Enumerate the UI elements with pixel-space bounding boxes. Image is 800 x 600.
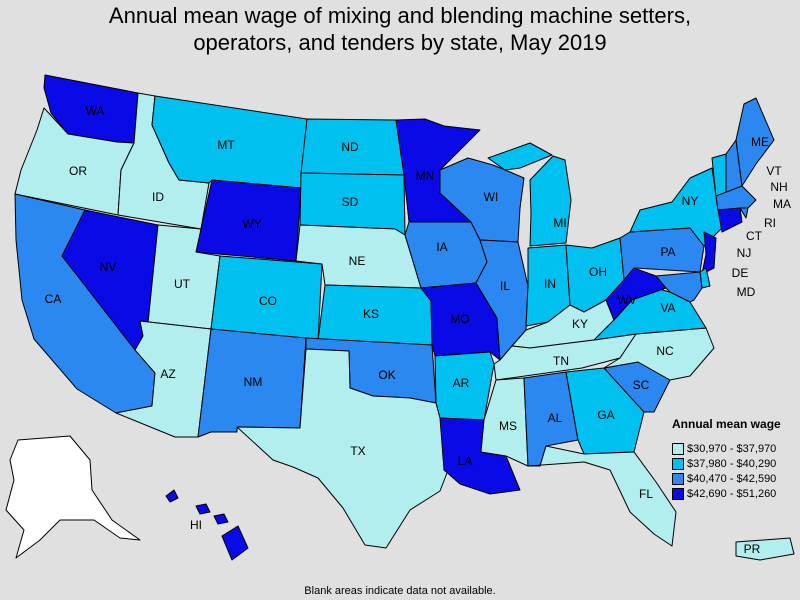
state-label-me: ME: [751, 135, 769, 149]
state-label-mo: MO: [450, 312, 469, 326]
state-label-mn: MN: [416, 169, 435, 183]
state-ri: [739, 207, 749, 219]
state-label-ma: MA: [773, 197, 791, 211]
state-label-ms: MS: [499, 419, 517, 433]
state-label-al: AL: [548, 411, 563, 425]
state-label-ct: CT: [746, 229, 763, 243]
state-label-va: VA: [660, 301, 675, 315]
state-nm: [197, 328, 307, 438]
legend-label: $42,690 - $51,260: [687, 487, 777, 500]
state-label-nv: NV: [100, 260, 117, 274]
state-label-il: IL: [500, 279, 510, 293]
legend-swatch: [672, 457, 684, 470]
state-label-wa: WA: [86, 104, 105, 118]
map-legend: Annual mean wage $30,970 - $37,970 $37,98…: [672, 417, 798, 501]
state-md: [655, 271, 703, 303]
state-label-nh: NH: [770, 180, 787, 194]
state-label-ks: KS: [363, 307, 379, 321]
map-title-line-2: operators, and tenders by state, May 201…: [193, 30, 607, 55]
legend-title: Annual mean wage: [672, 417, 781, 431]
legend-label: $40,470 - $42,590: [687, 472, 777, 485]
state-labels: WA OR CA NV ID MT WY UT AZ CO NM ND SD N…: [45, 104, 791, 556]
state-label-fl: FL: [639, 487, 653, 501]
state-nj: [701, 231, 717, 275]
state-label-wv: WV: [617, 293, 636, 307]
state-label-nj: NJ: [737, 246, 752, 260]
state-label-ny: NY: [682, 194, 699, 208]
state-label-hi: HI: [190, 518, 202, 532]
state-label-ne: NE: [349, 254, 366, 268]
legend-swatch: [672, 487, 684, 500]
state-label-de: DE: [732, 266, 749, 280]
state-label-pa: PA: [660, 245, 675, 259]
state-label-sd: SD: [342, 195, 359, 209]
state-label-md: MD: [737, 285, 756, 299]
state-label-vt: VT: [766, 164, 782, 178]
legend-item: $42,690 - $51,260: [672, 486, 798, 501]
state-label-ia: IA: [436, 240, 447, 254]
legend-swatch: [672, 472, 684, 485]
state-label-tn: TN: [553, 354, 569, 368]
legend-label: $30,970 - $37,970: [687, 442, 777, 455]
state-shapes: [5, 74, 795, 561]
legend-swatch: [672, 442, 684, 455]
legend-item: $37,980 - $40,290: [672, 456, 798, 471]
legend-rows: $30,970 - $37,970 $37,980 - $40,290 $40,47…: [672, 441, 798, 501]
state-ak: [5, 435, 141, 559]
legend-item: $40,470 - $42,590: [672, 471, 798, 486]
state-label-nm: NM: [244, 375, 263, 389]
state-label-la: LA: [458, 454, 473, 468]
state-label-oh: OH: [589, 265, 607, 279]
state-label-ca: CA: [45, 292, 62, 306]
state-label-ok: OK: [378, 368, 395, 382]
state-label-mi: MI: [553, 216, 566, 230]
state-label-ar: AR: [453, 376, 470, 390]
state-label-ky: KY: [572, 317, 588, 331]
state-mi: [487, 142, 572, 247]
state-label-ri: RI: [764, 216, 776, 230]
state-fl: [527, 445, 677, 547]
legend-item: $30,970 - $37,970: [672, 441, 798, 456]
state-label-mt: MT: [217, 138, 235, 152]
legend-label: $37,980 - $40,290: [687, 457, 777, 470]
state-hi: [165, 489, 249, 561]
state-tx: [236, 348, 453, 549]
state-label-wy: WY: [242, 217, 261, 231]
map-title: Annual mean wage of mixing and blending …: [0, 2, 800, 56]
state-label-ga: GA: [597, 408, 614, 422]
state-label-pr: PR: [744, 542, 761, 556]
state-label-tx: TX: [350, 444, 365, 458]
state-nc: [603, 327, 715, 381]
state-ct: [717, 207, 743, 233]
state-pr: [735, 537, 795, 561]
footnote: Blank areas indicate data not available.: [304, 585, 496, 597]
state-label-wi: WI: [484, 190, 499, 204]
state-wi: [439, 157, 525, 243]
state-ma: [715, 185, 757, 211]
state-label-ut: UT: [174, 277, 191, 291]
state-label-or: OR: [69, 164, 87, 178]
state-label-sc: SC: [633, 378, 650, 392]
state-label-nd: ND: [341, 140, 359, 154]
state-label-id: ID: [152, 190, 164, 204]
map-title-line-1: Annual mean wage of mixing and blending …: [108, 3, 692, 28]
state-label-co: CO: [259, 294, 277, 308]
state-label-in: IN: [544, 277, 556, 291]
state-label-az: AZ: [160, 367, 175, 381]
state-label-nc: NC: [656, 344, 674, 358]
